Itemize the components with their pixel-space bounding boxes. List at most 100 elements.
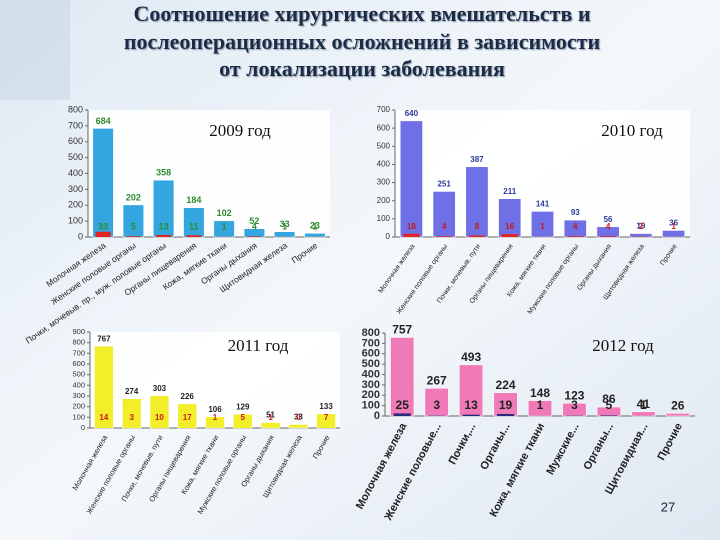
value-label: 18: [407, 222, 416, 231]
value-label: 767: [97, 334, 111, 343]
y-tick-label: 400: [362, 368, 380, 380]
value-label: 274: [125, 387, 139, 396]
complication-bar: [600, 236, 616, 237]
y-tick-label: 0: [78, 231, 83, 241]
value-label: 129: [236, 402, 250, 411]
surgery-bar: [289, 424, 308, 428]
chart-title: 2011 год: [228, 336, 289, 355]
value-label: 93: [571, 208, 580, 217]
value-label: 1: [268, 413, 273, 422]
value-label: 13: [464, 398, 478, 412]
surgery-bar: [499, 199, 521, 237]
complication-bar: [126, 236, 141, 237]
value-label: 4: [252, 221, 257, 231]
value-label: 25: [396, 398, 410, 412]
value-label: 303: [153, 384, 167, 393]
value-label: 1: [222, 221, 227, 231]
y-tick-label: 300: [377, 178, 391, 187]
y-tick-label: 200: [68, 200, 83, 210]
value-label: 4: [442, 222, 447, 231]
complication-bar: [403, 234, 419, 237]
value-label: 3: [571, 398, 578, 412]
value-label: 26: [671, 398, 685, 412]
surgery-bar: [632, 412, 655, 416]
y-tick-label: 500: [377, 141, 391, 150]
surgery-bar: [666, 413, 689, 416]
value-label: 10: [155, 413, 164, 422]
value-label: 7: [324, 413, 329, 422]
value-label: 17: [183, 413, 192, 422]
value-label: 16: [505, 222, 514, 231]
y-tick-label: 800: [68, 104, 83, 114]
y-tick-label: 100: [72, 412, 85, 421]
surgery-bar: [305, 233, 326, 237]
y-tick-label: 500: [362, 358, 380, 370]
complication-bar: [394, 413, 411, 416]
value-label: 684: [96, 116, 111, 126]
y-tick-label: 400: [68, 168, 83, 178]
value-label: 13: [159, 221, 169, 231]
value-label: 757: [392, 323, 412, 337]
y-tick-label: 0: [386, 232, 391, 241]
y-tick-label: 100: [377, 214, 391, 223]
value-label: 493: [461, 350, 481, 364]
value-label: 1: [213, 413, 218, 422]
value-label: 5: [241, 413, 246, 422]
y-tick-label: 300: [68, 184, 83, 194]
value-label: 8: [475, 222, 480, 231]
complication-bar: [436, 236, 452, 237]
surgery-bar: [662, 230, 684, 237]
surgery-bar: [630, 234, 652, 237]
title-line: от локализации заболевания: [219, 56, 505, 81]
y-tick-label: 600: [362, 348, 380, 360]
value-label: 33: [98, 221, 108, 231]
y-tick-label: 900: [72, 327, 85, 336]
y-tick-label: 800: [362, 327, 380, 339]
complication-bar: [186, 235, 201, 237]
y-tick-label: 400: [377, 160, 391, 169]
chart-title: 2012 год: [592, 336, 654, 355]
complication-bar: [180, 426, 194, 428]
complication-bar: [153, 427, 167, 428]
value-label: 1: [640, 398, 647, 412]
complication-bar: [96, 232, 111, 237]
complication-bar: [502, 234, 518, 237]
value-label: 5: [606, 398, 613, 412]
y-tick-label: 300: [72, 391, 85, 400]
page-number: 27: [661, 499, 675, 514]
complication-bar: [156, 235, 171, 237]
surgery-bar: [274, 232, 295, 237]
photo: [0, 0, 70, 100]
y-tick-label: 500: [68, 152, 83, 162]
y-tick-label: 800: [72, 338, 85, 347]
surgery-bar: [261, 423, 280, 428]
surgery-bar: [400, 121, 422, 237]
chart-title: 2010 год: [601, 121, 663, 140]
value-label: 1: [537, 398, 544, 412]
value-label: 387: [470, 155, 484, 164]
value-label: 184: [186, 195, 201, 205]
y-tick-label: 200: [72, 402, 85, 411]
value-label: 1: [282, 221, 287, 231]
y-tick-label: 600: [68, 136, 83, 146]
complication-bar: [469, 236, 485, 237]
y-tick-label: 700: [72, 348, 85, 357]
value-label: 640: [405, 109, 419, 118]
title-line: Соотношение хирургических вмешательств и: [133, 1, 590, 26]
value-label: 0: [296, 413, 301, 422]
value-label: 5: [131, 221, 136, 231]
complication-bar: [247, 236, 262, 237]
value-label: 1: [540, 222, 545, 231]
value-label: 4: [606, 222, 611, 231]
y-tick-label: 0: [374, 410, 380, 422]
y-tick-label: 0: [81, 423, 85, 432]
value-label: 224: [496, 378, 516, 392]
value-label: 14: [99, 413, 108, 422]
y-tick-label: 300: [362, 379, 380, 391]
y-tick-label: 400: [72, 380, 85, 389]
value-label: 11: [189, 221, 199, 231]
title-line: послеоперационных осложнений в зависимос…: [124, 29, 601, 54]
y-tick-label: 700: [377, 105, 391, 114]
value-label: 251: [437, 180, 451, 189]
